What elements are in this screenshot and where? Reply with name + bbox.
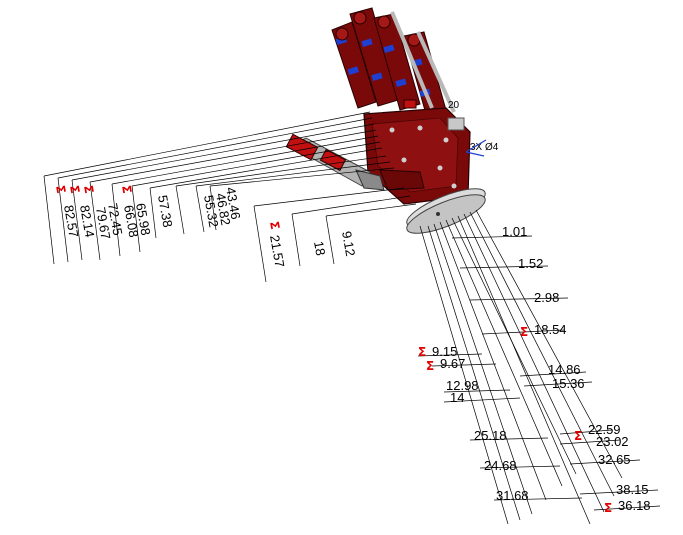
dim-1-01: 1.01 [502, 224, 527, 239]
sigma-icon: Σ [604, 501, 612, 515]
sigma-icon: Σ [67, 184, 82, 195]
dim-22-59: 22.59 [588, 422, 621, 437]
dim-65-98: 65.98 [133, 202, 153, 237]
sigma-icon: Σ [119, 184, 134, 195]
wrist-base [406, 188, 486, 234]
dim-79-67: 79.67 [93, 206, 113, 241]
right-dimensions: 1.01 1.52 2.98 Σ 18.54 Σ 9.15 Σ 9.67 12.… [418, 224, 651, 515]
dim-82-57: 82.57 [61, 204, 81, 239]
sigma-icon: Σ [81, 184, 96, 195]
right-extension-lines [417, 209, 661, 525]
sigma-icon: Σ [53, 184, 68, 195]
dim-2-98: 2.98 [534, 290, 559, 305]
finger-index [331, 21, 377, 109]
dim-9-12: 9.12 [339, 230, 358, 258]
dim-9-15: 9.15 [432, 344, 457, 359]
hole-callout: 3X Ø4 [470, 142, 499, 153]
dim-46-82: 46.82 [213, 192, 233, 227]
left-dimensions: Σ Σ Σ Σ 82.57 82.14 79.67 72.45 66.08 65… [53, 184, 358, 268]
sigma-icon: Σ [520, 325, 528, 339]
dim-12-98: 12.98 [446, 378, 479, 393]
dim-24-68: 24.68 [484, 458, 517, 473]
dim-15-36: 15.36 [552, 376, 585, 391]
dim-1-52: 1.52 [518, 256, 543, 271]
dim-38-15: 38.15 [616, 482, 649, 497]
sigma-icon: Σ [418, 345, 426, 359]
dim-14: 14 [450, 390, 464, 405]
dim-18-54: 18.54 [534, 322, 567, 337]
dim-21-57: 21.57 [267, 234, 287, 269]
dim-18: 18 [311, 240, 328, 257]
dim-55-32: 55.32 [201, 194, 221, 229]
dim-82-14: 82.14 [77, 204, 97, 239]
dim-43-46: 43.46 [223, 186, 243, 221]
left-extension-lines [43, 111, 417, 283]
dim-31-68: 31.68 [496, 488, 529, 503]
dim-32-65: 32.65 [598, 452, 631, 467]
dim-9-67: 9.67 [440, 356, 465, 371]
sigma-icon: Σ [574, 429, 582, 443]
finger-ring [373, 13, 421, 111]
thumb [285, 133, 425, 191]
dim-66-08: 66.08 [121, 204, 141, 239]
robotic-hand-model: 20 3X Ø4 [285, 7, 499, 234]
sigma-icon: Σ [426, 359, 434, 373]
dim-36-18: 36.18 [618, 498, 651, 513]
dim-23-02: 23.02 [596, 434, 629, 449]
dim-14-86: 14.86 [548, 362, 581, 377]
dim-20-label: 20 [448, 100, 460, 111]
sigma-icon: Σ [267, 220, 282, 231]
dim-25-18: 25.18 [474, 428, 507, 443]
dim-57-38: 57.38 [155, 194, 175, 229]
dim-72-45: 72.45 [105, 202, 125, 237]
